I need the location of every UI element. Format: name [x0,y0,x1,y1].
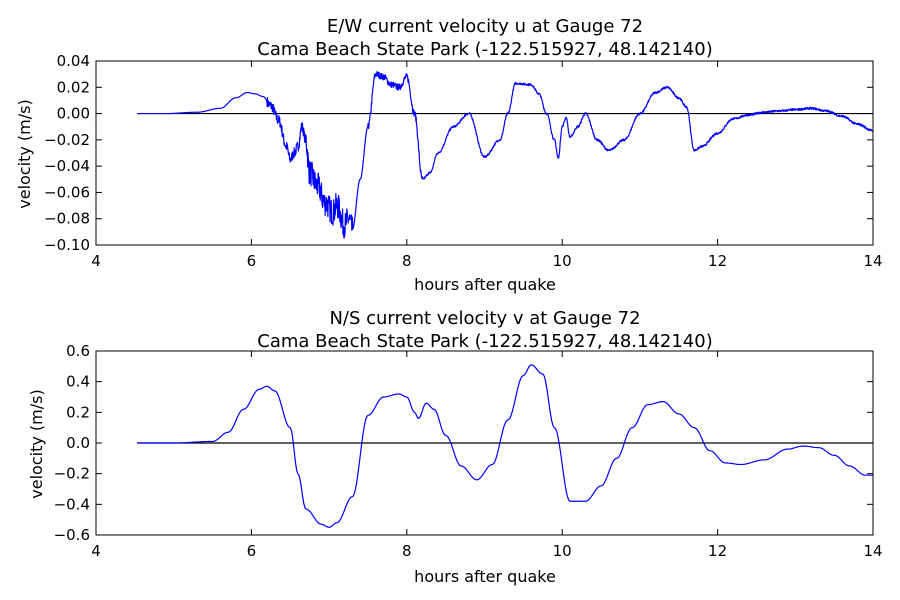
ew-y-tick-label: −0.06 [44,183,90,201]
ew-chart-title: E/W current velocity u at Gauge 72 [327,16,643,37]
ew-y-tick-label: −0.08 [44,210,90,228]
ew-y-tick-label: 0.02 [57,78,90,96]
ew-y-tick-label: 0.04 [57,52,90,70]
ew-x-tick-label: 6 [247,252,257,270]
ns-x-tick-label: 10 [553,542,572,560]
ns-series-line [137,364,873,528]
ew-x-tick-label: 14 [863,252,882,270]
ns-y-tick-label: −0.4 [54,495,90,513]
ns-y-tick-label: 0.0 [66,434,90,452]
ew-y-tick-label: −0.02 [44,131,90,149]
ns-x-tick-label: 14 [863,542,882,560]
ns-chart-subtitle: Cama Beach State Park (-122.515927, 48.1… [257,331,712,352]
ns-velocity-panel: N/S current velocity v at Gauge 72 Cama … [27,308,883,586]
ns-x-tick-label: 4 [91,542,101,560]
ns-y-tick-label: 0.4 [66,373,90,391]
ns-x-tick-label: 12 [708,542,727,560]
ew-y-tick-label: 0.00 [57,105,90,123]
ew-plot-frame [95,60,874,246]
ns-y-tick-label: −0.2 [54,465,90,483]
ew-y-axis-label: velocity (m/s) [15,99,34,208]
ew-x-tick-label: 12 [708,252,727,270]
ew-x-axis-label: hours after quake [414,275,556,294]
ew-y-tick-label: −0.04 [44,157,90,175]
ns-y-axis-label: velocity (m/s) [27,389,46,498]
ns-x-axis-label: hours after quake [414,567,556,586]
ew-x-tick-label: 8 [402,252,412,270]
ew-y-tick-label: −0.10 [44,236,90,254]
ew-x-tick-label: 4 [91,252,101,270]
ns-y-tick-label: −0.6 [54,526,90,544]
ew-series-line [136,71,873,239]
ew-x-tick-label: 10 [553,252,572,270]
ns-y-tick-label: 0.2 [66,403,90,421]
ew-chart-subtitle: Cama Beach State Park (-122.515927, 48.1… [257,39,712,60]
ns-chart-title: N/S current velocity v at Gauge 72 [329,308,640,329]
ew-velocity-panel: E/W current velocity u at Gauge 72 Cama … [15,16,883,294]
ns-x-tick-label: 6 [247,542,257,560]
ns-x-tick-label: 8 [402,542,412,560]
ns-y-tick-label: 0.6 [66,342,90,360]
